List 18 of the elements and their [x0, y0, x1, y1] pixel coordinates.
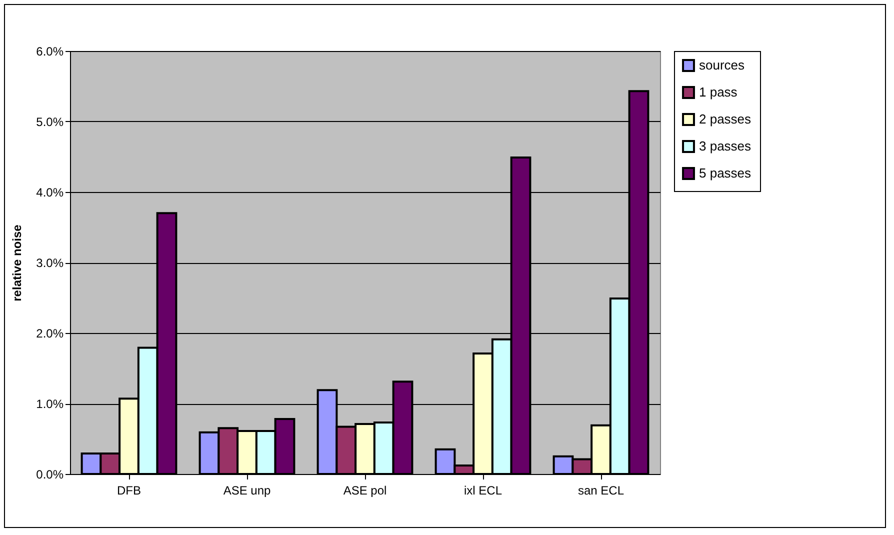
legend-label: 2 passes	[699, 112, 752, 126]
x-tick-label: ASE unp	[223, 484, 272, 498]
y-tick-label: 1.0%	[36, 397, 64, 411]
legend-label: 5 passes	[699, 166, 752, 180]
legend-label: sources	[699, 58, 746, 72]
x-tick-label: ASE pol	[343, 484, 387, 498]
y-tick-label: 3.0%	[36, 256, 64, 270]
x-tick-label: san ECL	[578, 484, 624, 498]
legend-label: 3 passes	[699, 138, 752, 154]
x-tick-label: DFB	[117, 484, 141, 498]
y-tick-label: 5.0%	[36, 115, 64, 129]
x-tick-label: ixl ECL	[464, 484, 502, 498]
y-tick-label: 6.0%	[36, 44, 64, 58]
y-axis-title: relative noise	[10, 224, 24, 302]
y-tick-label: 4.0%	[36, 186, 64, 200]
y-tick-label: 0.0%	[36, 468, 64, 482]
y-tick-label: 2.0%	[36, 326, 64, 340]
legend-label: 1 pass	[699, 84, 738, 100]
